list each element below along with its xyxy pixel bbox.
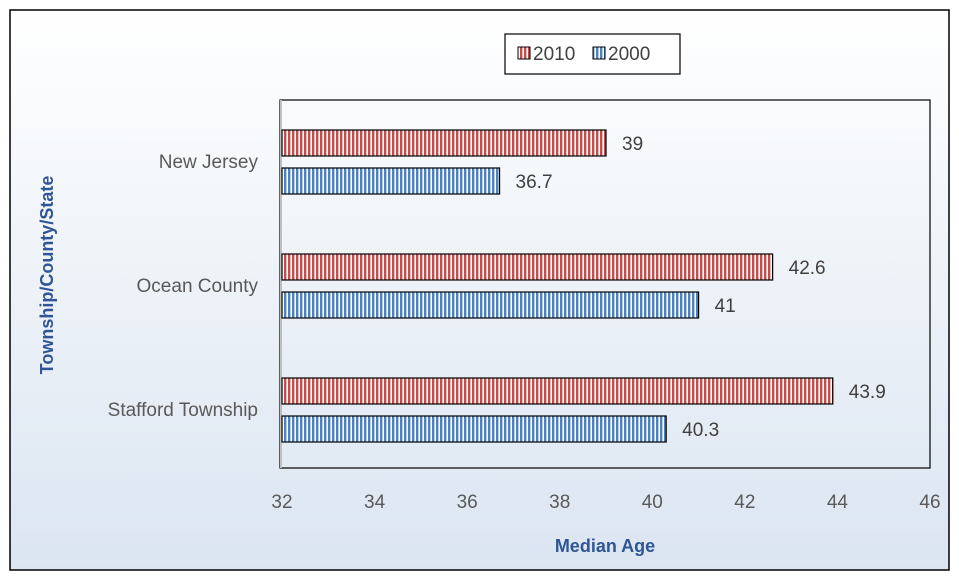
bar-2010-ocean-county [281,253,774,281]
value-label-2000-new-jersey: 36.7 [516,172,553,193]
bar-2000-ocean-county [281,291,700,319]
y-axis-title: Township/County/State [37,176,57,375]
value-label-2010-stafford-township: 43.9 [849,382,886,403]
x-tick-38: 38 [549,492,570,513]
category-label-new-jersey: New Jersey [159,152,259,173]
value-labels: 39 36.7 42.6 41 43.9 40.3 [516,134,886,441]
x-tick-40: 40 [642,492,663,513]
bar-2000-stafford-township [281,415,667,443]
category-label-stafford-township: Stafford Township [108,400,258,421]
x-tick-42: 42 [734,492,755,513]
category-label-ocean-county: Ocean County [137,276,259,297]
x-axis-title: Median Age [555,536,655,556]
x-tick-32: 32 [271,492,292,513]
legend-label-2000: 2000 [608,44,650,65]
value-label-2010-ocean-county: 42.6 [789,258,826,279]
legend-swatch-2000 [592,46,606,60]
bar-2010-new-jersey [281,129,607,157]
bar-2010-stafford-township [281,377,834,405]
bar-2000-new-jersey [281,167,501,195]
legend: 2010 2000 [504,33,681,75]
x-tick-46: 46 [919,492,940,513]
bars [281,129,834,443]
x-tick-labels: 32 34 36 38 40 42 44 46 [271,492,940,513]
legend-label-2010: 2010 [533,44,575,65]
x-tick-34: 34 [364,492,386,513]
value-label-2000-ocean-county: 41 [715,296,736,317]
category-labels: New Jersey Ocean County Stafford Township [108,152,259,421]
legend-swatch-2010 [517,46,531,60]
value-label-2010-new-jersey: 39 [622,134,643,155]
x-tick-44: 44 [827,492,849,513]
chart-background [9,9,950,571]
x-tick-36: 36 [457,492,478,513]
value-label-2000-stafford-township: 40.3 [682,420,719,441]
